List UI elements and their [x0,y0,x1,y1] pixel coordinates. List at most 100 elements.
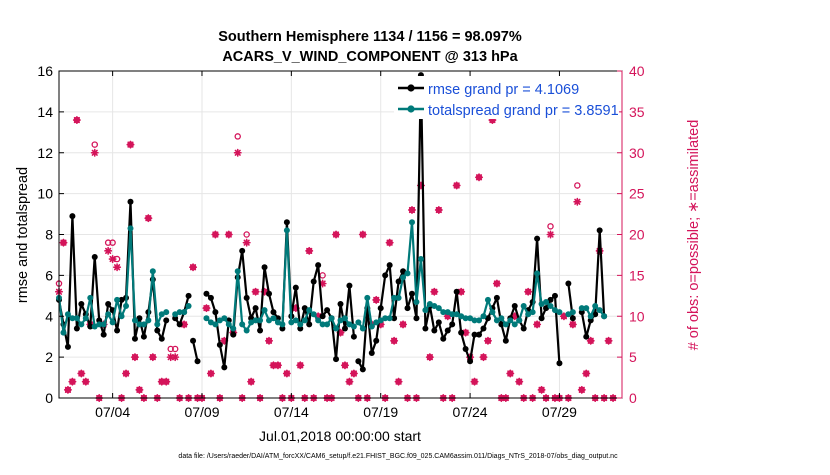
obs-assimilated-stroke [493,280,500,287]
totalspread-point [306,307,313,314]
totalspread-point [350,323,357,330]
obs-assimilated-stroke [395,378,402,385]
totalspread-point [489,309,496,316]
obs-assimilated-marker [126,140,135,149]
totalspread-point [413,298,420,305]
obs-assimilated-stroke [475,174,483,181]
obs-assimilated-stroke [346,378,353,385]
rmse-point [386,262,393,269]
obs-assimilated-marker [394,377,403,386]
rmse-point [337,300,344,307]
rmse-point [556,360,563,367]
totalspread-point [221,315,228,322]
rmse-point [176,321,183,328]
obs-assimilated-stroke [574,198,581,205]
y2-tick-label: 35 [629,104,645,120]
totalspread-point [484,296,491,303]
totalspread-point [471,317,478,324]
rmse-point [431,327,438,334]
obs-assimilated-stroke [252,288,259,295]
obs-assimilated-stroke [431,288,438,295]
obs-assimilated-stroke [587,337,594,344]
obs-assimilated-stroke [145,215,152,222]
obs-assimilated-marker [282,369,291,378]
obs-assimilated-stroke [399,321,407,328]
totalspread-point [100,321,107,328]
rmse-point [230,331,237,338]
rmse-point [270,309,277,316]
totalspread-point [60,329,67,336]
rmse-point [355,358,362,365]
obs-possible-marker [547,223,554,230]
obs-assimilated-stroke [458,288,465,295]
obs-assimilated-marker [568,320,577,329]
obs-assimilated-marker [144,214,153,223]
totalspread-point [543,298,550,305]
totalspread-point [176,309,183,316]
totalspread-point [105,311,112,318]
rmse-line [357,73,561,371]
y-tick-label: 14 [37,104,53,120]
rmse-point [422,325,429,332]
obs-assimilated-marker [242,238,251,247]
obs-assimilated-stroke [435,206,442,214]
totalspread-point [181,309,188,316]
obs-assimilated-stroke [189,264,197,271]
obs-assimilated-stroke [113,264,121,271]
obs-assimilated-stroke [207,370,215,377]
totalspread-point [274,319,281,326]
obs-assimilated-marker [452,181,461,190]
rmse-point [257,327,264,334]
rmse-point [131,335,138,342]
rmse-point [114,327,121,334]
totalspread-point [163,309,170,316]
obs-possible-marker [171,345,179,353]
rmse-point [105,300,112,307]
obs-assimilated-marker [180,320,189,329]
totalspread-point [565,311,572,318]
obs-assimilated-stroke [60,239,67,246]
totalspread-point [569,309,576,316]
obs-assimilated-marker [533,320,542,329]
rmse-point [306,321,313,328]
totalspread-point [257,317,264,324]
obs-assimilated-stroke [122,370,130,377]
rmse-point [239,247,246,254]
obs-assimilated-marker [68,377,77,386]
totalspread-point [82,315,89,322]
data-file-footer: data file: /Users/raeder/DAI/ATM_forcXX/… [178,453,618,460]
totalspread-point [297,321,304,328]
rmse-point [212,309,219,316]
totalspread-point [426,300,433,307]
obs-assimilated-stroke [283,370,290,377]
obs-possible-marker [167,345,174,353]
rmse-point [341,325,348,332]
rmse-point [163,317,170,324]
totalspread-point [408,219,415,226]
obs-assimilated-stroke [127,141,134,148]
obs-assimilated-stroke [105,247,112,254]
obs-assimilated-stroke [538,386,545,393]
totalspread-point [368,323,375,330]
rmse-point [377,305,384,312]
totalspread-point [377,317,384,324]
obs-assimilated-marker [479,353,488,362]
obs-assimilated-stroke [547,231,554,238]
rmse-point [592,311,599,318]
rmse-point [543,305,550,312]
rmse-point [194,358,201,365]
obs-assimilated-marker [399,320,408,329]
legend-rmse-label: rmse grand pr = 4.1069 [428,82,579,98]
rmse-point [534,235,541,242]
rmse-point [444,327,451,334]
obs-assimilated-marker [372,295,381,304]
rmse-point [547,296,554,303]
obs-assimilated-stroke [426,354,433,361]
rmse-point [368,350,375,357]
obs-assimilated-marker [470,377,479,386]
obs-assimilated-marker [546,230,555,239]
rmse-point [190,337,197,344]
totalspread-point [207,319,214,326]
